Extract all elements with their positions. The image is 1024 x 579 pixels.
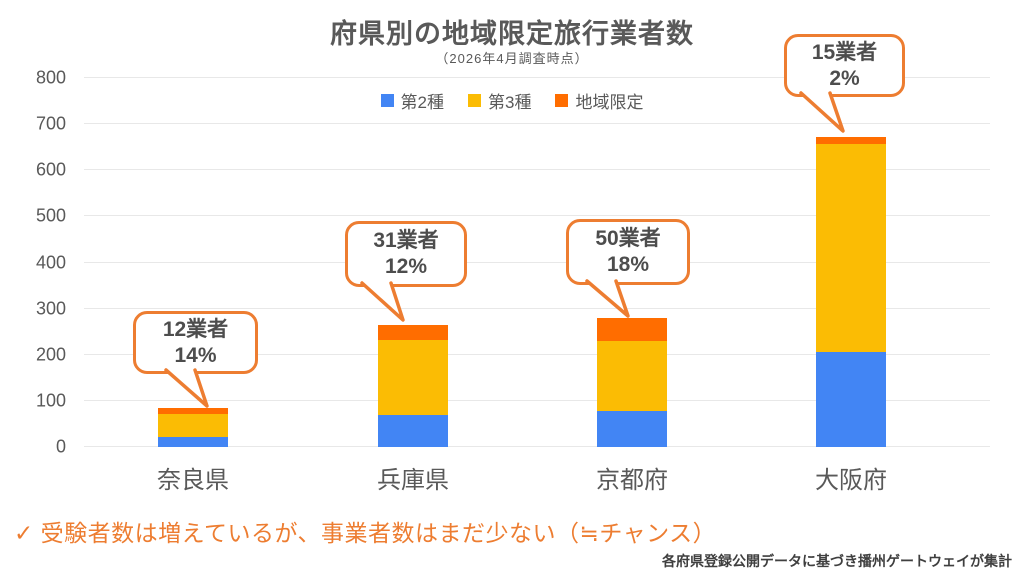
gridline-500	[84, 215, 990, 217]
gridline-300	[84, 307, 990, 309]
callout-count: 31業者	[373, 229, 439, 252]
callout-count: 15業者	[811, 40, 878, 64]
gridline-200	[84, 353, 990, 355]
legend-swatch-icon	[468, 94, 481, 107]
callout-count: 12業者	[162, 317, 229, 341]
legend-label: 地域限定	[575, 93, 644, 112]
gridline-600	[84, 169, 990, 171]
y-tick-label-500: 500	[35, 205, 66, 226]
y-tick-label-300: 300	[35, 298, 66, 319]
bar-column-2	[378, 325, 448, 447]
y-tick-label-400: 400	[35, 252, 66, 272]
gridline-100	[84, 399, 990, 401]
bar-segment-地域限定	[597, 317, 667, 341]
callout-percent: 18%	[606, 253, 650, 276]
x-tick-label-2: 兵庫県	[377, 467, 449, 494]
legend-item-第2種: 第2種	[380, 88, 444, 113]
callout-tail-kyoto	[585, 279, 630, 318]
callout-percent: 14%	[174, 343, 217, 367]
y-tick-label-0: 0	[55, 436, 66, 457]
legend-swatch-icon	[380, 94, 394, 107]
legend-item-第3種: 第3種	[468, 88, 531, 113]
x-axis-labels: 奈良県 兵庫県 京都府 大阪府	[84, 460, 990, 494]
y-tick-label-700: 700	[35, 113, 66, 134]
source-credit: 各府県登録公開データに基づき播州ゲートウェイが集計	[662, 553, 1012, 569]
legend-swatch-icon	[555, 94, 569, 107]
bar-segment-地域限定	[378, 325, 448, 340]
y-tick-label-600: 600	[35, 159, 66, 180]
bar-column-1	[158, 408, 228, 447]
callout-kyoto: 50業者 18%	[566, 219, 690, 285]
bar-segment-第2種	[158, 436, 228, 447]
plot-area	[84, 77, 990, 447]
callout-percent: 2%	[829, 66, 860, 90]
bar-column-3	[597, 317, 667, 447]
chart-title: 府県別の地域限定旅行業者数	[330, 19, 694, 49]
gridline-700	[84, 123, 990, 125]
legend-item-地域限定: 地域限定	[555, 88, 643, 113]
callout-percent: 12%	[384, 255, 428, 278]
y-tick-label-800: 800	[35, 67, 66, 88]
gridline-800	[84, 77, 990, 78]
callout-tail-osaka	[799, 91, 845, 133]
callout-tail-nara	[164, 368, 209, 408]
callout-count: 50業者	[595, 227, 661, 250]
bar-segment-第3種	[378, 339, 448, 415]
legend: 第2種 第3種 地域限定	[0, 88, 1024, 113]
bar-segment-第2種	[597, 411, 667, 447]
x-tick-label-1: 奈良県	[157, 467, 229, 494]
y-tick-label-100: 100	[35, 390, 66, 411]
bar-segment-第3種	[158, 413, 228, 437]
bar-segment-地域限定	[158, 408, 228, 414]
x-tick-label-3: 京都府	[596, 467, 668, 494]
gridline-0	[84, 446, 990, 447]
callout-nara: 12業者 14%	[133, 311, 258, 374]
legend-label: 第2種	[400, 93, 444, 112]
callout-osaka: 15業者 2%	[784, 34, 905, 97]
y-tick-label-200: 200	[35, 344, 66, 365]
gridline-400	[84, 261, 990, 263]
callout-tail-hyogo	[360, 281, 405, 322]
bar-column-4	[816, 137, 886, 447]
legend-label: 第3種	[488, 93, 532, 112]
callout-hyogo: 31業者 12%	[345, 221, 467, 287]
bar-segment-第3種	[816, 143, 886, 352]
chart-subtitle: （2026年4月調査時点）	[435, 51, 589, 66]
bar-segment-第2種	[816, 351, 886, 447]
y-axis: 0 100 200 300 400 500 600 700 800	[0, 68, 68, 457]
bar-segment-第3種	[597, 340, 667, 412]
bar-segment-地域限定	[816, 137, 886, 144]
x-tick-label-4: 大阪府	[815, 467, 887, 494]
bar-segment-第2種	[378, 414, 448, 447]
takeaway-note: ✓ 受験者数は増えているが、事業者数はまだ少ない（≒チャンス）	[14, 520, 717, 546]
